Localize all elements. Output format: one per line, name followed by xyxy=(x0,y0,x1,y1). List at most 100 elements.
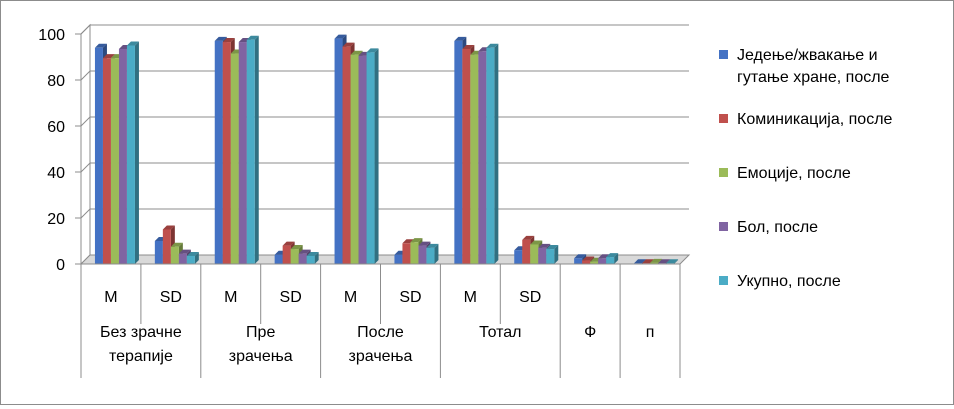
bar-top xyxy=(486,43,499,48)
bar xyxy=(366,52,375,265)
x-tick-label: SD xyxy=(399,289,421,306)
y-tick-label: 20 xyxy=(47,211,65,228)
gridline xyxy=(80,70,689,81)
bar-top xyxy=(126,41,139,46)
bar xyxy=(394,254,403,264)
category-table: M SD M SD M SD M SD Без зрачне терапије Пре зрачења… xyxy=(80,263,681,378)
group-label: Пре xyxy=(246,324,275,341)
bar-top xyxy=(170,242,183,247)
group-label: Ф xyxy=(584,324,596,341)
bar xyxy=(606,257,615,264)
bar-top xyxy=(290,245,303,250)
bar xyxy=(530,244,539,264)
bar-top xyxy=(574,254,587,259)
group-label: Без зрачне xyxy=(100,324,182,341)
bar xyxy=(426,247,435,264)
group-label: п xyxy=(646,324,655,341)
bar xyxy=(546,249,555,264)
bar-top xyxy=(282,241,295,246)
bar xyxy=(178,253,187,264)
bar-side xyxy=(134,41,139,264)
bar xyxy=(410,242,419,264)
bar-top xyxy=(530,240,543,245)
group-label: зрачења xyxy=(229,348,293,365)
bar-top xyxy=(178,249,191,254)
bar xyxy=(514,250,523,264)
bar xyxy=(402,243,411,264)
bar xyxy=(462,48,471,265)
bar-top xyxy=(462,44,475,49)
bar xyxy=(94,47,103,264)
group-label: терапије xyxy=(109,348,173,365)
bar xyxy=(118,48,127,265)
bar-top xyxy=(214,36,227,41)
bar-top xyxy=(350,50,363,55)
bar-top xyxy=(606,253,619,258)
group-label: После xyxy=(357,324,404,341)
bar-top xyxy=(426,243,439,248)
bar-top xyxy=(454,36,467,41)
bar xyxy=(282,245,291,264)
bar-top xyxy=(410,238,423,243)
legend-swatch xyxy=(719,114,728,123)
legend-label: Коминикација, после xyxy=(737,111,893,128)
y-tick-label: 80 xyxy=(47,73,65,90)
bar-top xyxy=(666,259,679,264)
bar xyxy=(238,42,247,264)
bar xyxy=(538,247,547,264)
bar xyxy=(170,246,179,264)
legend-label: Једење/жвакање и xyxy=(737,47,878,64)
bar xyxy=(298,253,307,264)
group-label: зрачења xyxy=(349,348,413,365)
bar xyxy=(110,58,119,265)
legend-label: гутање хране, после xyxy=(737,69,890,86)
legend-label: Укупно, после xyxy=(737,273,841,290)
bar-top xyxy=(162,225,175,230)
side-wall xyxy=(80,23,91,266)
legend-swatch xyxy=(719,222,728,231)
bar xyxy=(306,255,315,264)
bar-top xyxy=(546,245,559,250)
group-label: Тотал xyxy=(479,324,521,341)
legend-swatch xyxy=(719,50,728,59)
bar xyxy=(162,229,171,264)
bar-side xyxy=(614,253,619,264)
bar xyxy=(582,260,591,264)
bar-top xyxy=(418,241,431,246)
bar-top xyxy=(538,243,551,248)
legend: Једење/жвакање и гутање хране, после Комин… xyxy=(719,47,893,290)
x-tick-label: SD xyxy=(160,289,182,306)
bar xyxy=(350,54,359,265)
axis-layer: 0 20 40 60 80 100 xyxy=(38,27,82,274)
bar-top xyxy=(342,42,355,47)
bar-top xyxy=(306,251,319,256)
legend-swatch xyxy=(719,168,728,177)
bar-top xyxy=(522,235,535,240)
x-tick-label: SD xyxy=(519,289,541,306)
bar-side xyxy=(314,251,319,264)
bar-top xyxy=(334,34,347,39)
bar xyxy=(522,239,531,264)
bar xyxy=(478,51,487,264)
bar-top xyxy=(298,249,311,254)
legend-label: Бол, после xyxy=(737,219,818,236)
y-tick-label: 40 xyxy=(47,165,65,182)
bar-top xyxy=(222,38,235,43)
x-tick-label: SD xyxy=(280,289,302,306)
bar xyxy=(334,38,343,264)
bar-side xyxy=(254,35,259,264)
bar xyxy=(274,254,283,264)
bar-top xyxy=(582,256,595,261)
bar xyxy=(454,40,463,265)
bar xyxy=(574,258,583,264)
bar-side xyxy=(194,251,199,264)
bar xyxy=(650,262,659,264)
bar-top xyxy=(94,43,107,48)
bar xyxy=(186,255,195,264)
legend-swatch xyxy=(719,276,728,285)
bar xyxy=(290,249,299,264)
bar xyxy=(222,42,231,264)
bar-top xyxy=(186,251,199,256)
bar xyxy=(470,54,479,265)
